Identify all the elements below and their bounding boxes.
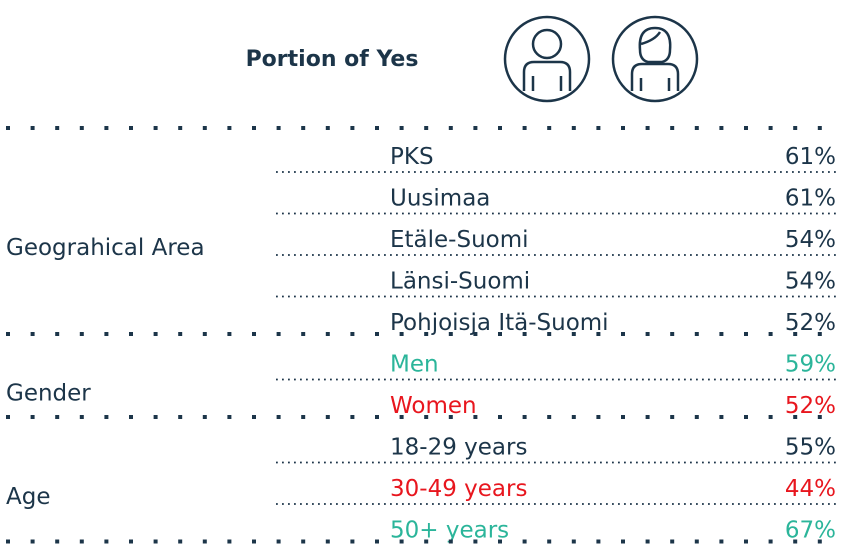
row-value: 55% xyxy=(785,435,836,461)
row-value: 52% xyxy=(785,393,836,419)
row-value: 54% xyxy=(785,227,836,253)
man-icon xyxy=(503,15,591,103)
row-label: Women xyxy=(390,393,477,419)
row-value: 59% xyxy=(785,352,836,378)
row-label: Uusimaa xyxy=(390,186,490,212)
row-value: 54% xyxy=(785,269,836,295)
group-label: Geograhical Area xyxy=(6,235,205,261)
row-label: Pohjoisja Itä-Suomi xyxy=(390,310,609,336)
row-value: 61% xyxy=(785,144,836,170)
row-label: 18-29 years xyxy=(390,435,527,461)
row-value: 61% xyxy=(785,186,836,212)
row-label: 50+ years xyxy=(390,518,509,544)
row-label: 30-49 years xyxy=(390,476,527,502)
row-value: 67% xyxy=(785,518,836,544)
row-label: PKS xyxy=(390,144,434,170)
group-label: Age xyxy=(6,484,50,510)
row-value: 44% xyxy=(785,476,836,502)
row-label: Men xyxy=(390,352,439,378)
woman-icon xyxy=(611,15,699,103)
group-label: Gender xyxy=(6,380,91,406)
row-value: 52% xyxy=(785,310,836,336)
row-label: Etäle-Suomi xyxy=(390,227,529,253)
title: Portion of Yes xyxy=(246,47,419,72)
row-label: Länsi-Suomi xyxy=(390,269,530,295)
